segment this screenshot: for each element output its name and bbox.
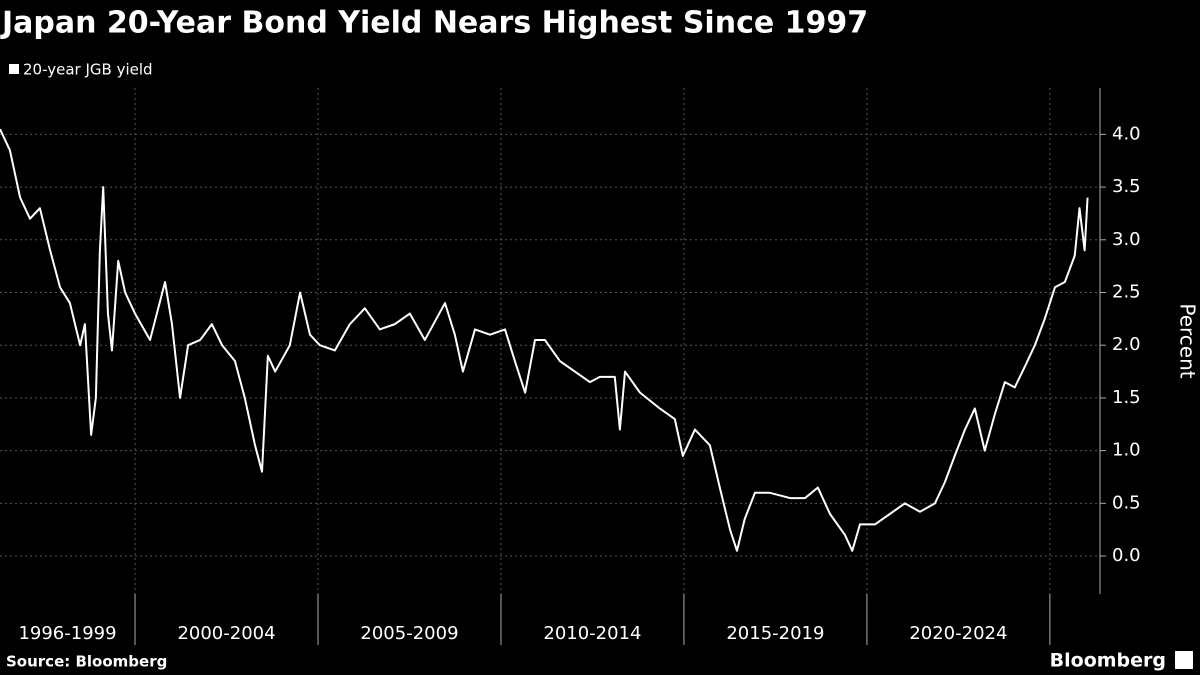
y-axis-label: Percent xyxy=(1176,303,1200,378)
y-tick-label: 1.5 xyxy=(1112,387,1141,408)
x-period-label: 2005-2009 xyxy=(360,623,458,644)
legend-swatch xyxy=(9,64,19,74)
y-tick-label: 1.0 xyxy=(1112,440,1141,461)
brand-icon xyxy=(1175,651,1193,669)
x-period-label: 1996-1999 xyxy=(18,623,116,644)
y-tick-label: 3.0 xyxy=(1112,229,1141,250)
brand: Bloomberg xyxy=(1050,650,1166,672)
legend-label: 20-year JGB yield xyxy=(23,61,153,79)
y-tick-label: 4.0 xyxy=(1112,123,1141,144)
y-tick-label: 0.5 xyxy=(1112,492,1141,513)
x-period-label: 2020-2024 xyxy=(909,623,1007,644)
series-line xyxy=(0,128,1089,552)
y-tick-label: 3.5 xyxy=(1112,176,1141,197)
y-tick-label: 2.0 xyxy=(1112,334,1141,355)
y-tick-label: 0.0 xyxy=(1112,545,1141,566)
x-period-label: 2010-2014 xyxy=(543,623,641,644)
y-tick-label: 2.5 xyxy=(1112,282,1141,303)
x-period-label: 2000-2004 xyxy=(177,623,275,644)
source: Source: Bloomberg xyxy=(6,653,167,671)
x-period-label: 2015-2019 xyxy=(726,623,824,644)
chart-title: Japan 20-Year Bond Yield Nears Highest S… xyxy=(0,6,868,41)
